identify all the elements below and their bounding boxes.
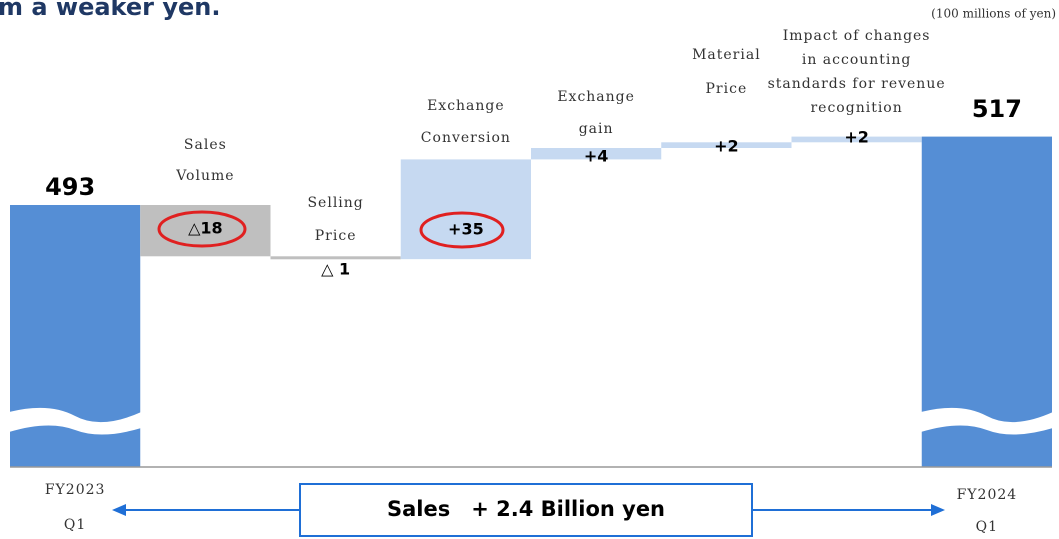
category-label: Impact of changes bbox=[783, 28, 931, 44]
delta-bar bbox=[531, 148, 662, 160]
category-label: Selling bbox=[307, 195, 363, 211]
value-label: △ 1 bbox=[321, 260, 350, 279]
category-label: Q1 bbox=[64, 517, 86, 533]
category-label: Q1 bbox=[976, 519, 998, 535]
category-label: FY2024 bbox=[957, 487, 1018, 503]
value-label: +35 bbox=[448, 220, 484, 239]
arrowhead bbox=[931, 504, 945, 516]
delta-bar bbox=[270, 256, 401, 260]
annotation: Sales + 2.4 Billion yen bbox=[387, 497, 665, 521]
arrowhead bbox=[112, 504, 126, 516]
unit-label: (100 millions of yen) bbox=[931, 7, 1056, 21]
value-label: 517 bbox=[972, 95, 1022, 123]
bars bbox=[9, 136, 1053, 467]
category-label: Exchange bbox=[427, 98, 505, 114]
value-label: +2 bbox=[844, 128, 869, 147]
value-label: +2 bbox=[714, 137, 739, 156]
value-label: △18 bbox=[188, 219, 223, 238]
category-label: FY2023 bbox=[45, 482, 106, 498]
category-label: Material bbox=[692, 47, 761, 63]
category-label: Volume bbox=[175, 168, 234, 184]
category-label: Price bbox=[315, 228, 357, 244]
category-label: in accounting bbox=[802, 52, 912, 68]
delta-bar bbox=[400, 159, 531, 260]
delta-bar bbox=[140, 205, 271, 257]
category-label: Price bbox=[706, 81, 748, 97]
axis-break bbox=[9, 407, 142, 435]
value-label: +4 bbox=[584, 147, 609, 166]
labels: FY2023 Q1 493 Sales Volume △18 Selling Price △ 1… bbox=[45, 28, 1022, 535]
category-label: recognition bbox=[810, 100, 902, 116]
category-label: Exchange bbox=[557, 89, 635, 105]
category-label: gain bbox=[579, 121, 614, 137]
chart-title: m a weaker yen. bbox=[0, 0, 220, 21]
category-label: standards for revenue bbox=[768, 76, 946, 92]
axis-break bbox=[920, 407, 1053, 435]
category-label: Sales bbox=[184, 137, 227, 153]
value-label: 493 bbox=[45, 173, 95, 201]
annotation-box bbox=[299, 483, 753, 537]
highlight-circle bbox=[419, 211, 505, 249]
delta-bar bbox=[791, 136, 922, 143]
delta-bar bbox=[661, 142, 792, 148]
highlight-circle bbox=[157, 210, 247, 248]
category-label: Conversion bbox=[421, 130, 511, 146]
